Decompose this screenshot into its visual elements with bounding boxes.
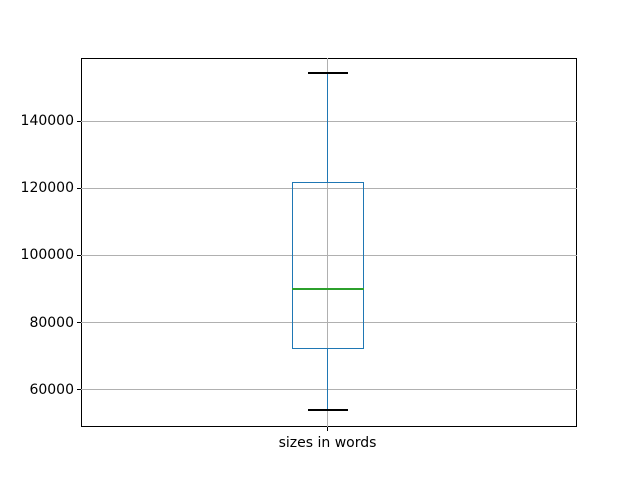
y-gridline <box>81 254 577 256</box>
lower-whisker <box>326 349 329 410</box>
x-tick-label: sizes in words <box>278 435 377 451</box>
y-gridline <box>81 322 577 324</box>
y-tick-label: 140000 <box>20 113 74 130</box>
y-gridline <box>81 187 577 189</box>
lower-cap <box>307 409 348 411</box>
upper-cap <box>307 72 348 74</box>
y-tick-label: 100000 <box>20 247 74 264</box>
y-tick-label: 80000 <box>29 314 74 331</box>
upper-whisker <box>326 73 329 182</box>
iqr-box <box>291 181 364 350</box>
x-gridline <box>327 58 328 427</box>
y-tick <box>77 120 81 122</box>
y-tick <box>77 322 81 324</box>
y-tick <box>77 254 81 256</box>
y-tick <box>77 187 81 189</box>
x-tick <box>327 427 328 431</box>
y-gridline <box>81 120 577 122</box>
median-line <box>291 288 364 290</box>
y-tick-label: 60000 <box>29 381 74 398</box>
y-gridline <box>81 389 577 391</box>
y-tick <box>77 389 81 391</box>
y-tick-label: 120000 <box>20 180 74 197</box>
plot-area <box>81 58 577 427</box>
